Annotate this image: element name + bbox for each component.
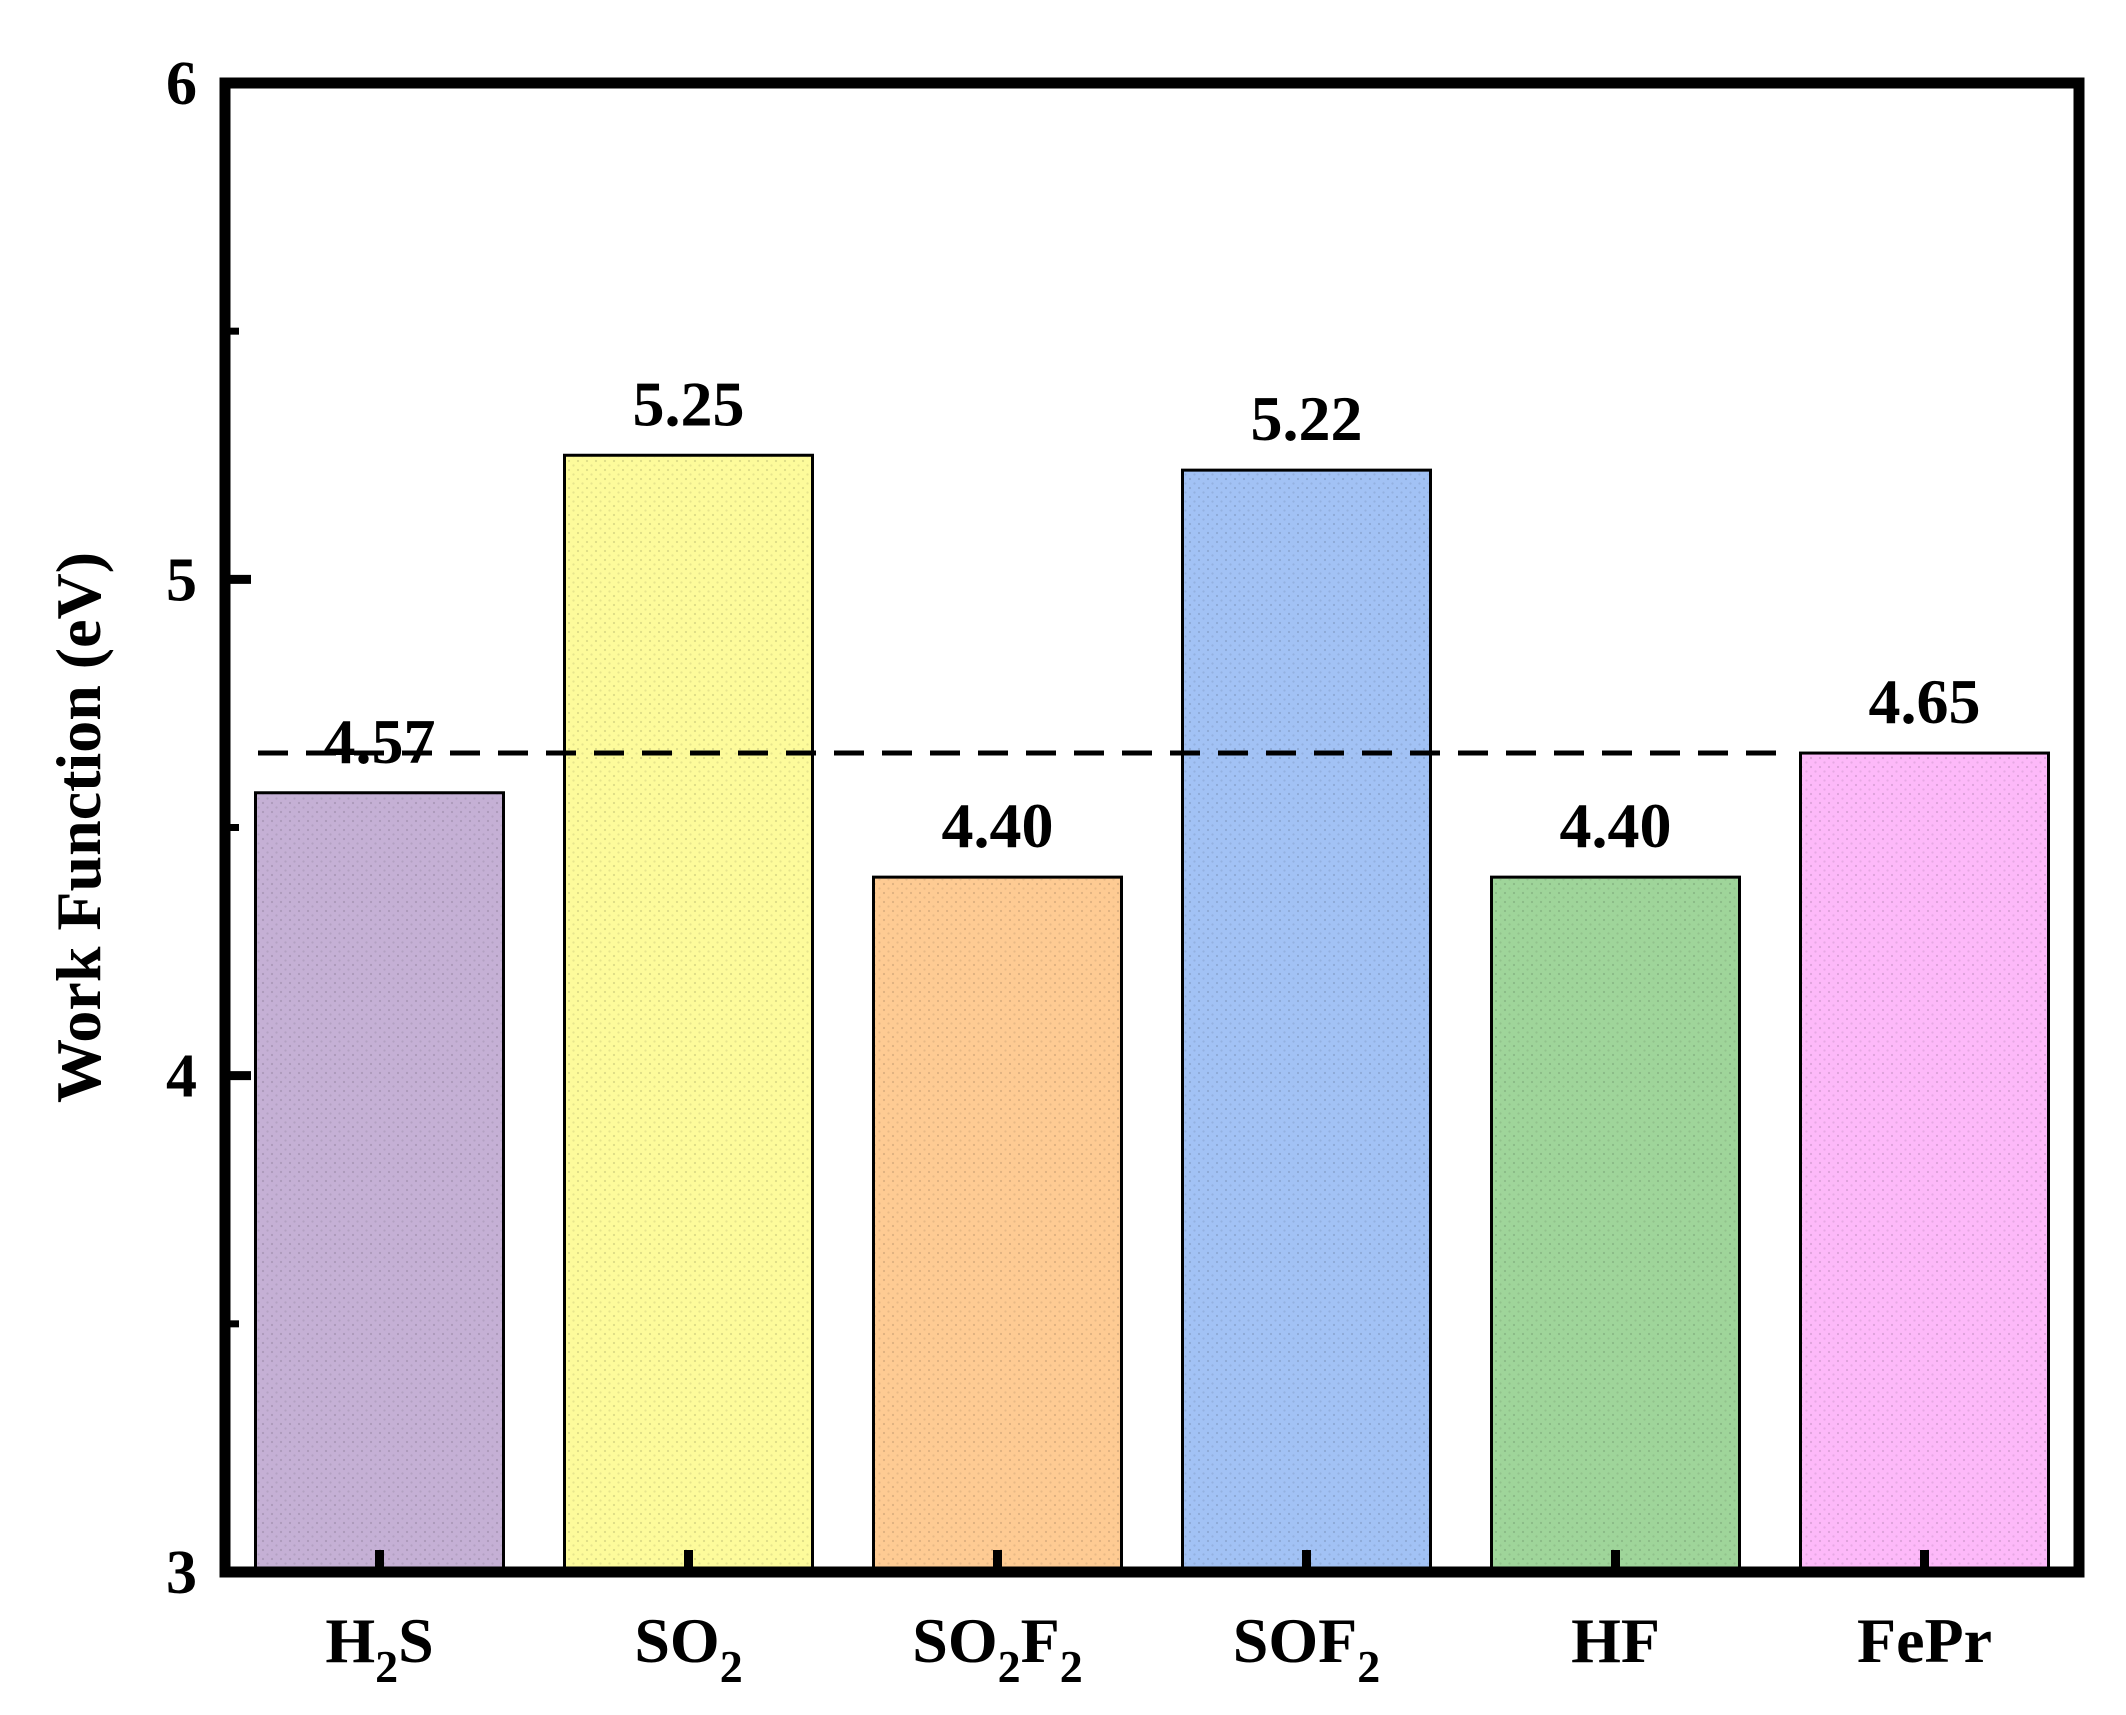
bar-texture	[257, 794, 502, 1570]
axis-ticks	[225, 327, 1929, 1572]
category-label-FePr: FePr	[1857, 1605, 1992, 1676]
bar-SOF2	[1181, 468, 1432, 1574]
value-label-SO2F2: 4.40	[942, 790, 1054, 861]
y-tick-label: 6	[166, 50, 197, 118]
subscript: 2	[375, 1641, 398, 1692]
category-label-SO2F2: SO2F2	[912, 1605, 1082, 1692]
data-labels: 4.57 5.25 4.40 5.22 4.40 4.65	[324, 368, 1981, 861]
value-label-SOF2: 5.22	[1251, 383, 1363, 454]
bar-SO2F2	[872, 875, 1123, 1574]
bar-texture	[875, 879, 1120, 1570]
category-label-H2S: H2S	[325, 1605, 433, 1692]
value-label-HF: 4.40	[1560, 790, 1672, 861]
category-label-SOF2: SOF2	[1233, 1605, 1380, 1692]
subscript: 2	[720, 1641, 743, 1692]
bar-texture	[566, 457, 811, 1570]
value-label-FePr: 4.65	[1869, 666, 1981, 737]
y-tick-labels: 3 4 5 6	[166, 50, 197, 1607]
value-label-SO2: 5.25	[633, 368, 745, 439]
bar-texture	[1493, 879, 1738, 1570]
bar-texture	[1184, 472, 1429, 1570]
bar-FePr	[1799, 751, 2050, 1574]
bar-SO2	[563, 453, 814, 1574]
category-label-HF: HF	[1571, 1605, 1660, 1676]
subscript: 2	[1357, 1641, 1380, 1692]
value-label-H2S: 4.57	[324, 706, 436, 777]
bar-H2S	[254, 791, 505, 1574]
y-tick-label: 3	[166, 1539, 197, 1607]
subscript: 2	[998, 1641, 1021, 1692]
bar-texture	[1802, 755, 2047, 1570]
y-tick-label: 5	[166, 546, 197, 614]
x-category-labels: H2S SO2 SO2F2 SOF2 HF FePr	[325, 1605, 1992, 1692]
category-label-SO2: SO2	[634, 1605, 742, 1692]
y-tick-label: 4	[166, 1043, 197, 1111]
bar-HF	[1490, 875, 1741, 1574]
y-axis-title: Work Function (eV)	[43, 552, 114, 1103]
subscript: 2	[1060, 1641, 1083, 1692]
bars	[254, 453, 2050, 1574]
